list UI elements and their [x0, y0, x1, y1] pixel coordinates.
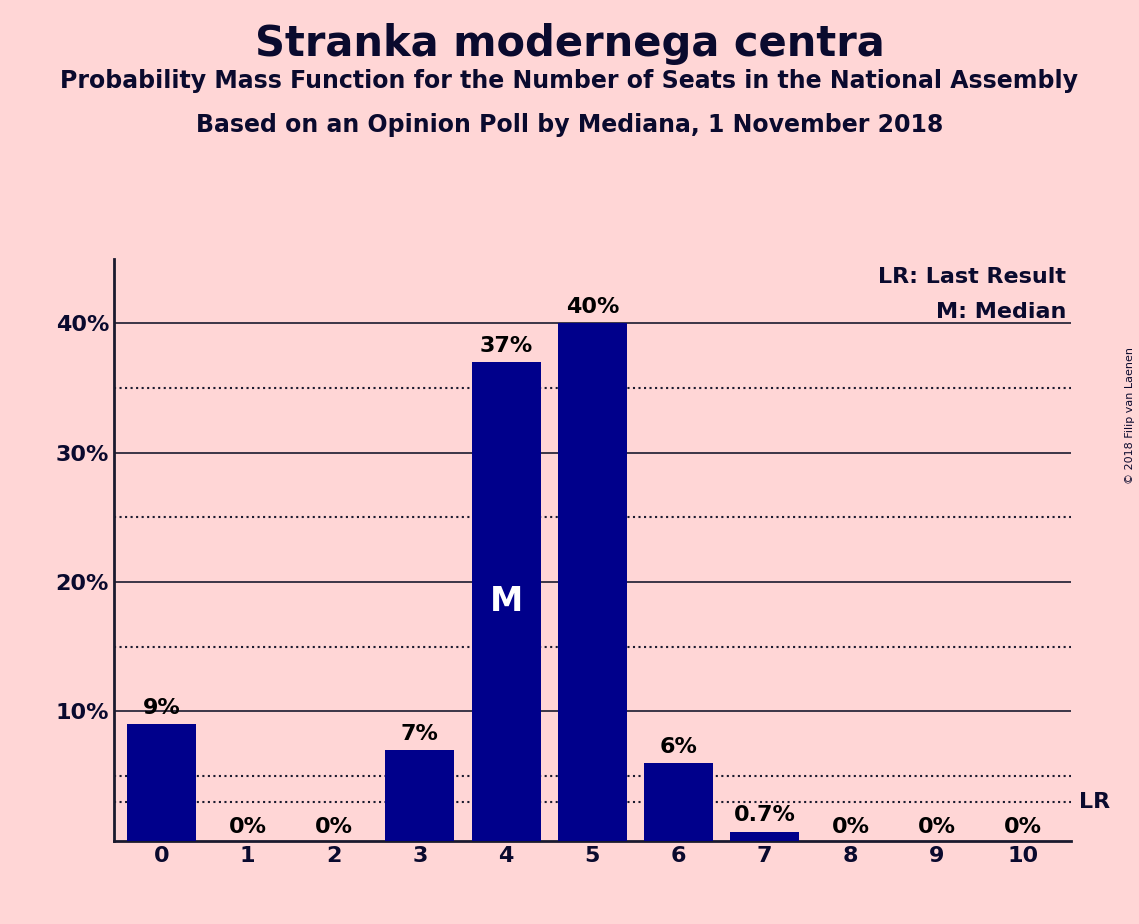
- Text: 37%: 37%: [480, 335, 533, 356]
- Text: 0%: 0%: [831, 817, 870, 837]
- Bar: [558, 323, 626, 841]
- Bar: [472, 362, 541, 841]
- Text: 40%: 40%: [566, 297, 618, 317]
- Text: 0%: 0%: [918, 817, 956, 837]
- Text: © 2018 Filip van Laenen: © 2018 Filip van Laenen: [1125, 347, 1134, 484]
- Text: 0%: 0%: [229, 817, 267, 837]
- Bar: [730, 832, 800, 841]
- Text: M: M: [490, 585, 523, 618]
- Text: 0%: 0%: [314, 817, 353, 837]
- Bar: [385, 750, 454, 841]
- Text: 6%: 6%: [659, 736, 697, 757]
- Bar: [644, 763, 713, 841]
- Text: Stranka modernega centra: Stranka modernega centra: [255, 23, 884, 65]
- Text: 0%: 0%: [1005, 817, 1042, 837]
- Text: 7%: 7%: [401, 723, 439, 744]
- Text: 9%: 9%: [142, 698, 180, 718]
- Text: Based on an Opinion Poll by Mediana, 1 November 2018: Based on an Opinion Poll by Mediana, 1 N…: [196, 113, 943, 137]
- Text: LR: LR: [1080, 792, 1111, 812]
- Text: Probability Mass Function for the Number of Seats in the National Assembly: Probability Mass Function for the Number…: [60, 69, 1079, 93]
- Bar: [126, 724, 196, 841]
- Text: LR: Last Result: LR: Last Result: [878, 267, 1066, 287]
- Text: M: Median: M: Median: [935, 302, 1066, 322]
- Text: 0.7%: 0.7%: [734, 806, 796, 825]
